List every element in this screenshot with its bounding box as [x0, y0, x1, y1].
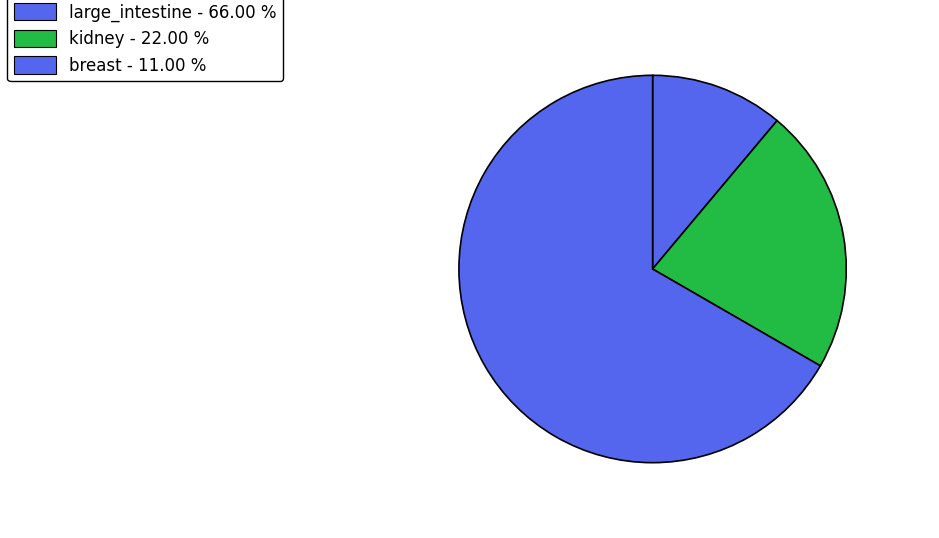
Wedge shape	[459, 75, 821, 463]
Wedge shape	[653, 121, 846, 366]
Legend: large_intestine - 66.00 %, kidney - 22.00 %, breast - 11.00 %: large_intestine - 66.00 %, kidney - 22.0…	[8, 0, 283, 81]
Wedge shape	[653, 75, 777, 269]
